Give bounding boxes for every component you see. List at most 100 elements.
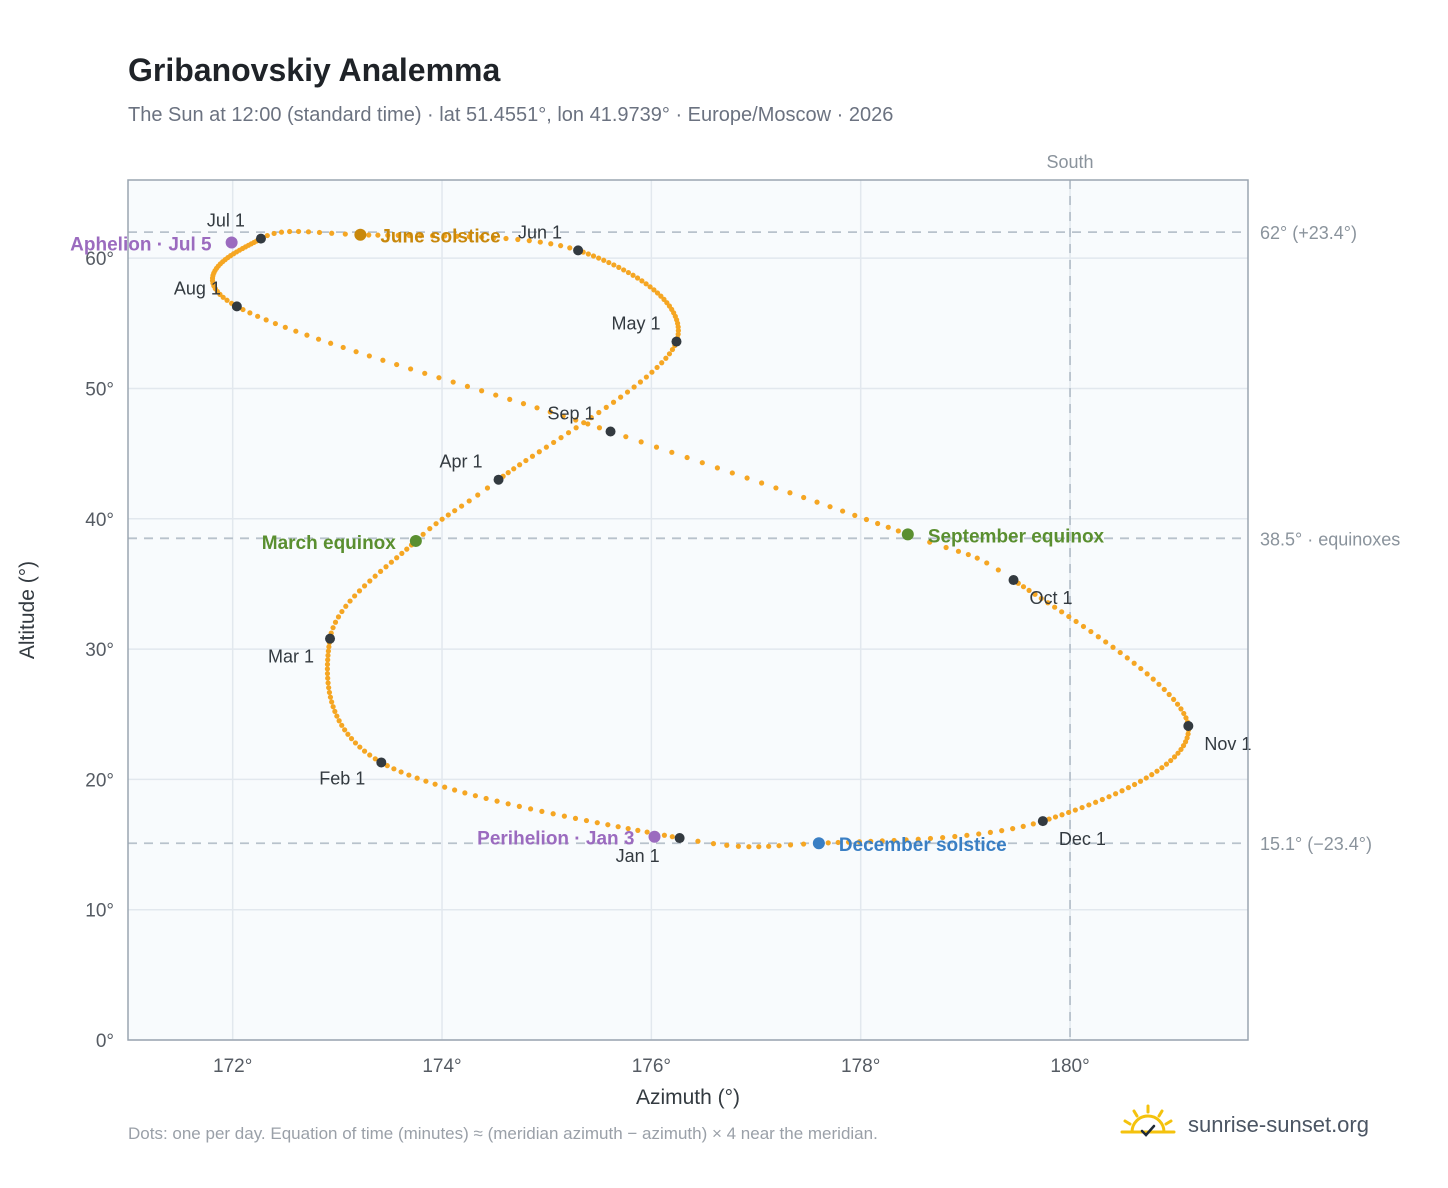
daily-sun-dot	[263, 317, 269, 323]
daily-sun-dot	[432, 781, 438, 787]
event-marker	[354, 228, 367, 241]
daily-sun-dot	[729, 470, 735, 476]
daily-sun-dot	[491, 235, 497, 241]
event-label: June solstice	[380, 227, 500, 248]
daily-sun-dot	[875, 520, 881, 527]
x-tick-label: 172°	[213, 1056, 252, 1077]
plot-area	[128, 180, 1248, 1040]
daily-sun-dot	[366, 232, 372, 238]
daily-sun-dot	[558, 435, 564, 441]
daily-sun-dot	[801, 494, 807, 501]
daily-sun-dot	[585, 251, 591, 257]
daily-sun-dot	[539, 808, 545, 814]
daily-sun-dot	[1180, 743, 1187, 749]
plot-frame	[127, 179, 1249, 1041]
x-tick-label: 180°	[1050, 1056, 1089, 1077]
daily-sun-dot	[800, 841, 807, 847]
daily-sun-dot	[1099, 796, 1105, 803]
daily-sun-dot	[1131, 660, 1137, 666]
month-marker	[1037, 816, 1048, 827]
event-marker	[225, 236, 238, 249]
daily-sun-dot	[695, 838, 701, 844]
daily-sun-dot	[835, 839, 841, 846]
month-label: Oct 1	[1030, 588, 1073, 608]
daily-sun-dot	[766, 843, 772, 849]
daily-sun-dot	[414, 775, 420, 781]
daily-sun-dot	[565, 430, 572, 436]
x-tick-label: 176°	[632, 1056, 671, 1077]
daily-sun-dot	[895, 528, 901, 534]
daily-sun-dot	[325, 648, 331, 654]
daily-sun-dot	[324, 661, 331, 667]
axes: 172° 174° 176° 178° 180° 0° 10° 20° 30° 40° 50° 60°…	[16, 249, 1090, 1109]
daily-sun-dot	[987, 829, 993, 836]
daily-sun-dot	[1171, 696, 1177, 703]
daily-sun-dot	[623, 434, 629, 440]
daily-sun-dot	[1174, 701, 1181, 707]
daily-sun-dot	[744, 475, 750, 481]
daily-sun-dot	[372, 573, 378, 579]
daily-sun-dot	[1183, 715, 1189, 721]
daily-sun-dot	[845, 839, 852, 845]
month-marker	[1008, 575, 1019, 586]
daily-sun-dot	[1059, 609, 1065, 615]
daily-sun-dot	[466, 234, 472, 240]
daily-sun-dot	[669, 834, 675, 840]
daily-sun-dot	[965, 551, 971, 558]
x-tick-label: 178°	[841, 1056, 880, 1077]
daily-sun-dot	[1045, 600, 1051, 606]
daily-sun-dot	[560, 413, 566, 419]
daily-sun-dot	[1154, 768, 1160, 774]
event-label: December solstice	[839, 835, 1007, 856]
daily-sun-dot	[573, 417, 579, 423]
daily-sun-dot	[356, 588, 363, 594]
daily-sun-dot	[583, 817, 590, 824]
daily-sun-dot	[326, 689, 333, 696]
daily-sun-dot	[634, 275, 641, 281]
daily-sun-dot	[353, 349, 359, 355]
daily-sun-dot	[710, 841, 717, 847]
reference-lines: 62° (+23.4°) 38.5° · equinoxes 15.1° (−23.…	[128, 152, 1400, 1040]
daily-sun-dot	[534, 405, 540, 411]
daily-sun-dot	[596, 425, 603, 431]
daily-sun-dot	[863, 516, 870, 523]
daily-sun-dot	[1185, 731, 1191, 737]
daily-sun-dot	[1168, 757, 1174, 764]
daily-sun-dot	[639, 278, 645, 284]
daily-sun-dot	[394, 361, 400, 368]
daily-sun-dot	[247, 310, 253, 316]
daily-sun-dot	[255, 313, 261, 319]
daily-sun-dot	[516, 803, 522, 809]
daily-sun-dot	[976, 831, 982, 837]
daily-sun-dot	[1156, 681, 1162, 687]
daily-sun-dot	[618, 394, 624, 400]
month-label: Jun 1	[518, 222, 562, 242]
daily-sun-dot	[326, 644, 332, 650]
daily-sun-dot	[325, 652, 331, 659]
daily-sun-dot	[606, 259, 612, 266]
month-marker	[493, 474, 504, 485]
daily-sun-dot	[1038, 595, 1044, 602]
daily-sun-dot	[423, 778, 429, 784]
daily-sun-dot	[1125, 785, 1131, 791]
brand[interactable]: sunrise-sunset.org	[1120, 1104, 1369, 1146]
daily-sun-dot	[325, 675, 331, 681]
daily-sun-dot	[342, 727, 348, 733]
month-marker	[671, 336, 682, 347]
daily-sun-dot	[1175, 750, 1181, 756]
daily-sun-dot	[603, 404, 609, 410]
daily-sun-dot	[1032, 591, 1038, 597]
x-axis-label: Azimuth (°)	[636, 1086, 740, 1109]
daily-sun-dot	[452, 787, 458, 793]
month-marker	[573, 245, 584, 256]
daily-sun-dot	[1182, 739, 1189, 745]
y-axis-label: Altitude (°)	[16, 561, 39, 659]
month-marker	[605, 426, 616, 437]
daily-sun-dot	[581, 420, 587, 426]
daily-sun-dot	[479, 388, 485, 394]
month-label: Jul 1	[207, 211, 245, 231]
daily-sun-dot	[1150, 676, 1156, 682]
daily-sun-dot	[952, 833, 958, 840]
daily-sun-dot	[964, 832, 970, 838]
month-label: Feb 1	[319, 768, 365, 788]
